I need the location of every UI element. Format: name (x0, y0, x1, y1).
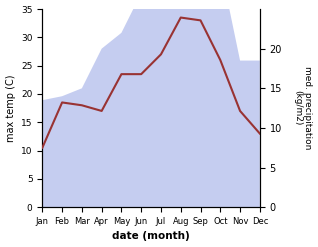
Y-axis label: med. precipitation
(kg/m2): med. precipitation (kg/m2) (293, 66, 313, 150)
X-axis label: date (month): date (month) (112, 231, 190, 242)
Y-axis label: max temp (C): max temp (C) (5, 74, 16, 142)
